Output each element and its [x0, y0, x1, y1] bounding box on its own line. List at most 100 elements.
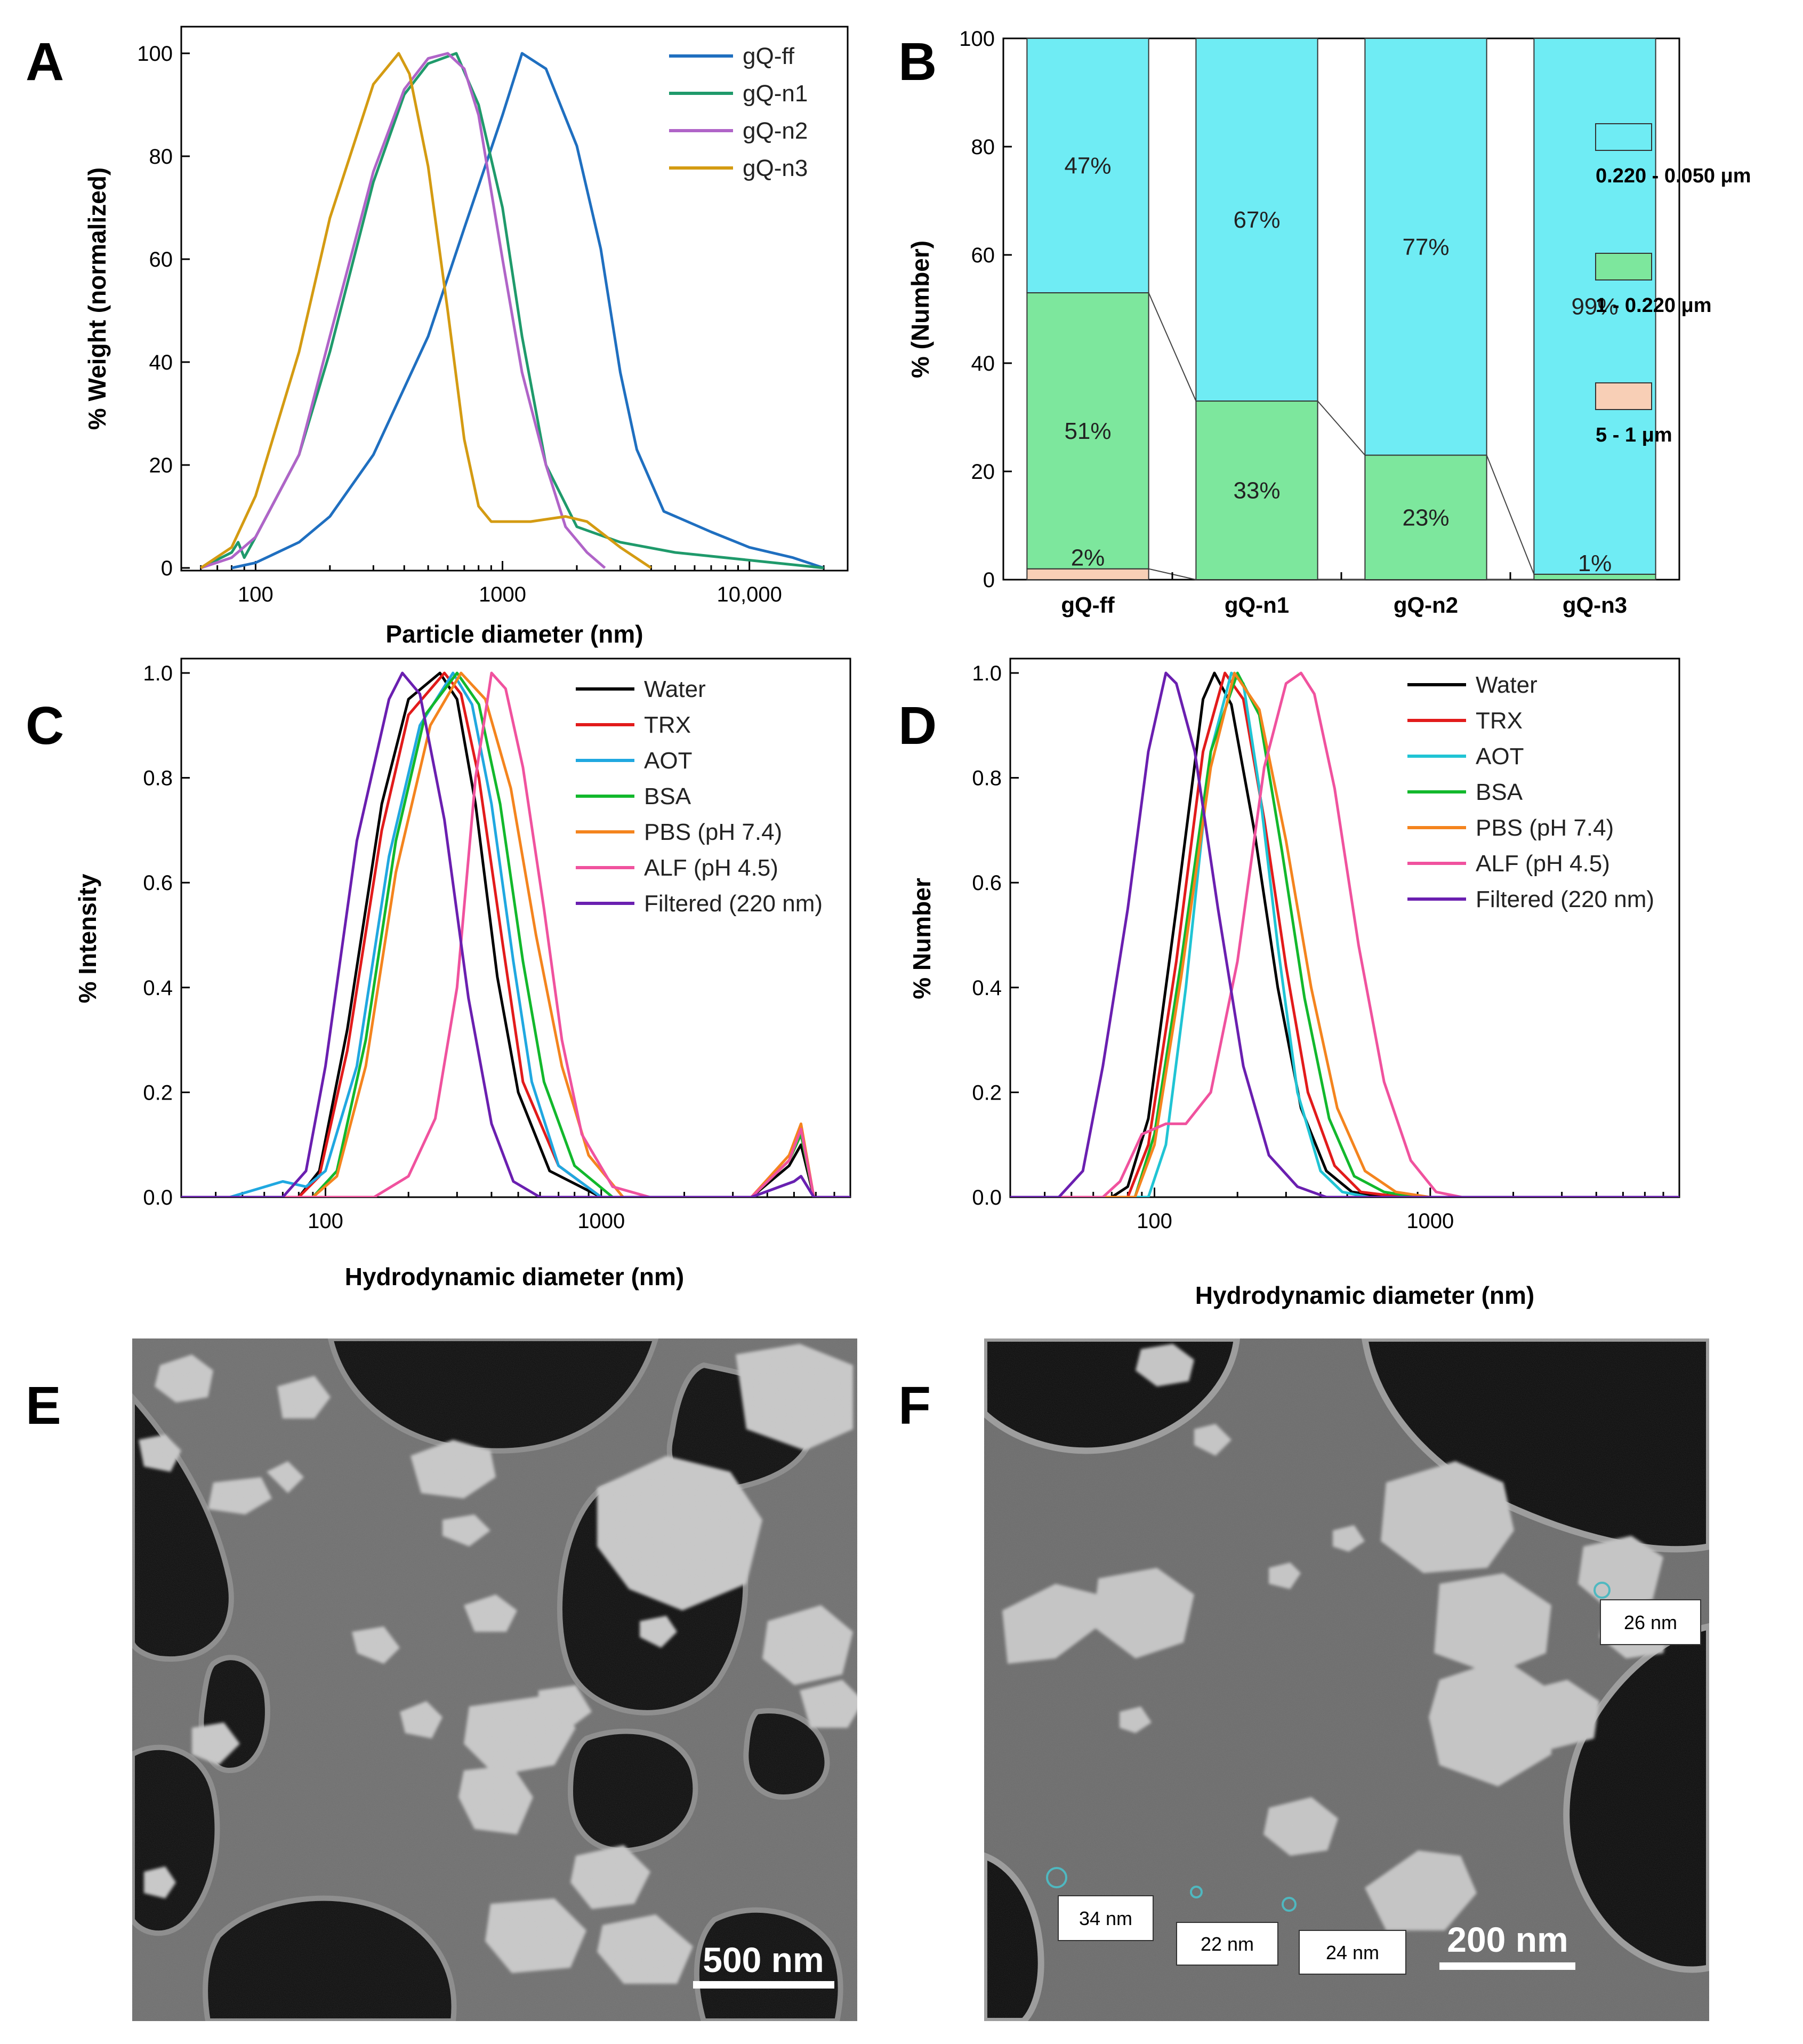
y-tick-label: 1.0 — [143, 662, 173, 685]
bar-connector-line — [1148, 292, 1197, 402]
bar-segment-gq-ff-1-0-220-m — [1026, 292, 1149, 570]
y-tick-label: 80 — [149, 145, 173, 169]
series-line-bsa — [181, 671, 850, 1197]
legend-label-trx: TRX — [644, 712, 691, 738]
y-tick-label: 0.8 — [972, 767, 1002, 790]
panel-c-ylabel: % Intensity — [74, 873, 101, 1003]
measurement-markers — [1046, 1582, 1611, 1912]
panel-label-d: D — [898, 696, 937, 756]
bar-segment-gq-ff-0-220-0-050-m — [1026, 38, 1149, 294]
panel-d-series — [1010, 671, 1679, 1197]
bar-value-label: 23% — [1402, 504, 1449, 531]
series-line-trx — [181, 671, 850, 1197]
bar-value-label: 1% — [1578, 550, 1612, 576]
panel-d-legend: Water TRX AOT BSA PBS (pH 7.4) ALF (pH 4.5) Fi… — [1407, 672, 1654, 912]
legend-swatch-5-1-m — [1595, 382, 1652, 410]
y-tick-label: 40 — [971, 352, 995, 375]
legend-label-aot: AOT — [1476, 743, 1524, 769]
bar-connector-line — [1317, 400, 1366, 456]
y-tick-label: 0.0 — [143, 1186, 173, 1209]
y-tick-label: 0.2 — [972, 1081, 1002, 1104]
panel-b-legend: 0.220 - 0.050 μm 1 - 0.220 μm 5 - 1 μm — [1595, 123, 1751, 446]
bar-value-label: 2% — [1071, 545, 1105, 571]
series-line-water — [181, 671, 850, 1197]
bar-value-label: 47% — [1064, 153, 1111, 179]
series-line-gq-n3 — [200, 52, 652, 570]
measurement-label-24: 24 nm — [1299, 1930, 1406, 1975]
series-line-pbs-ph-7-4 — [181, 671, 850, 1197]
series-line-aot — [181, 671, 850, 1197]
legend-label-alf-ph-4-5: ALF (pH 4.5) — [1476, 851, 1610, 877]
scale-bar-f-label: 200 nm — [1447, 1920, 1568, 1959]
panel-label-f: F — [898, 1376, 931, 1436]
series-line-gq-ff — [231, 52, 824, 570]
measurement-text-24: 24 nm — [1326, 1942, 1379, 1963]
panel-label-b: B — [898, 32, 937, 92]
y-tick-label: 80 — [971, 135, 995, 159]
legend-swatch-1-0-220-m — [1595, 253, 1652, 280]
y-tick-label: 0 — [161, 557, 173, 580]
panel-c-ticks: 0.0 0.2 0.4 0.6 0.8 1.0 100 1000 — [143, 662, 851, 1233]
bar-value-label: 77% — [1402, 234, 1449, 260]
panel-a-chart: 0 20 40 60 80 100 100 1000 10,000 gQ-ff gQ-n1 gQ-n… — [83, 26, 849, 648]
y-tick-label: 0.4 — [972, 976, 1002, 1000]
series-line-aot — [1010, 671, 1679, 1197]
x-tick-label: 1000 — [479, 583, 526, 606]
bar-segment-gq-n1-1-0-220-m — [1195, 400, 1318, 580]
x-tick-label: 100 — [238, 583, 273, 606]
panel-d-xlabel: Hydrodynamic diameter (nm) — [1195, 1281, 1534, 1309]
legend-label-water: Water — [1476, 672, 1538, 698]
series-line-filtered-220-nm — [181, 671, 850, 1197]
measurement-text-26: 26 nm — [1624, 1612, 1677, 1633]
panel-b-ylabel: % (Number) — [906, 241, 934, 378]
measurement-label-26: 26 nm — [1600, 1599, 1701, 1645]
legend-label-gq-n3: gQ-n3 — [743, 155, 808, 181]
legend-label-gq-n2: gQ-n2 — [743, 118, 808, 144]
series-line-pbs-ph-7-4 — [1010, 671, 1679, 1197]
x-tick-label: 1000 — [1406, 1209, 1454, 1233]
bar-value-label: 51% — [1064, 418, 1111, 444]
y-tick-label: 60 — [149, 248, 173, 271]
panel-label-a: A — [26, 32, 64, 92]
measurement-marker-34 — [1046, 1867, 1067, 1888]
panel-d-ylabel: % Number — [908, 878, 936, 999]
panel-c-series — [181, 671, 850, 1197]
x-tick-label: 10,000 — [717, 583, 782, 606]
legend-label-bsa: BSA — [1476, 779, 1523, 805]
y-tick-label: 40 — [149, 351, 173, 374]
panel-b-bars: 2% 51% 47% 33% 67% 23% 77% 1% 99% — [1026, 38, 1656, 580]
legend-swatch-0-220-0-050-m — [1595, 123, 1652, 151]
bar-segment-gq-n2-0-220-0-050-m — [1364, 38, 1487, 456]
legend-label-pbs-ph-7-4: PBS (pH 7.4) — [644, 819, 782, 845]
panel-label-e: E — [26, 1376, 61, 1436]
series-line-gq-n1 — [200, 52, 824, 570]
measurement-text-34: 34 nm — [1079, 1907, 1132, 1929]
y-tick-label: 1.0 — [972, 662, 1002, 685]
legend-label-trx: TRX — [1476, 708, 1523, 734]
y-tick-label: 0.2 — [143, 1081, 173, 1104]
scale-bar-e-label: 500 nm — [703, 1940, 824, 1979]
panel-f-micrograph: 26 nm 34 nm 22 nm 24 nm 200 nm — [984, 1338, 1709, 2021]
legend-label-1-0-220-m: 1 - 0.220 μm — [1596, 294, 1712, 317]
panel-b-ticks: gQ-ff gQ-n1 gQ-n2 gQ-n3 0 20 40 60 80 100 — [959, 27, 1680, 618]
panel-a-ticks: 0 20 40 60 80 100 100 1000 10,000 — [137, 42, 825, 606]
series-line-trx — [1010, 671, 1679, 1197]
series-line-filtered-220-nm — [1010, 671, 1679, 1197]
series-line-bsa — [1010, 671, 1679, 1197]
panel-a-xlabel: Particle diameter (nm) — [385, 620, 643, 648]
panel-d-frame — [1009, 658, 1680, 1198]
panel-d-chart: 0.0 0.2 0.4 0.6 0.8 1.0 100 1000 Water TRX AOT BSA… — [908, 658, 1680, 1309]
legend-label-filtered-220-nm: Filtered (220 nm) — [644, 891, 823, 917]
legend-label-gq-n1: gQ-n1 — [743, 81, 808, 107]
y-tick-label: 100 — [137, 42, 173, 66]
measurement-label-34: 34 nm — [1058, 1895, 1154, 1941]
x-category-label: gQ-n2 — [1394, 592, 1458, 618]
x-category-label: gQ-n3 — [1563, 592, 1627, 618]
panel-c-xlabel: Hydrodynamic diameter (nm) — [345, 1263, 684, 1290]
y-tick-label: 100 — [959, 27, 995, 51]
panel-a-legend: gQ-ff gQ-n1 gQ-n2 gQ-n3 — [669, 43, 808, 181]
x-tick-label: 100 — [1137, 1209, 1172, 1233]
legend-label-filtered-220-nm: Filtered (220 nm) — [1476, 886, 1654, 912]
measurement-text-22: 22 nm — [1201, 1933, 1254, 1955]
